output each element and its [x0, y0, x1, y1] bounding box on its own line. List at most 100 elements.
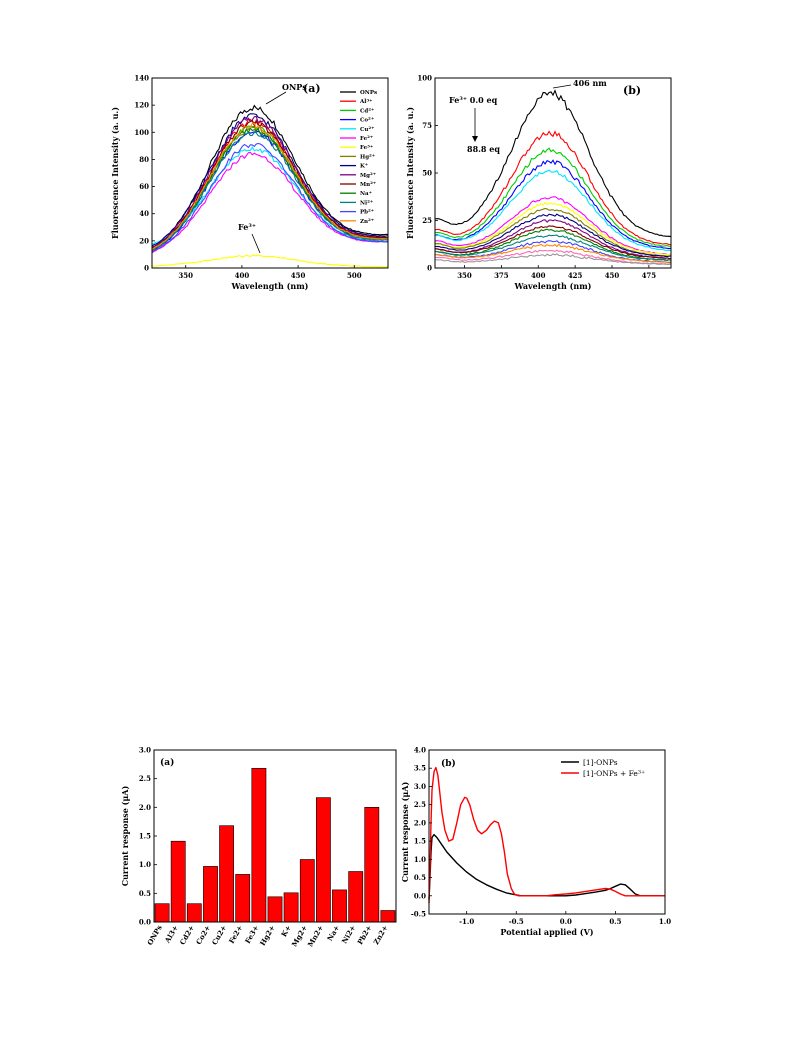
- legend-item: [1]-ONPs: [561, 758, 618, 767]
- y-tick-label: 4.0: [414, 746, 426, 755]
- series-layer: [428, 766, 665, 904]
- legend-item: Ni2+: [340, 198, 373, 206]
- x-tick-label: Cu2+: [210, 923, 229, 946]
- legend-item: Mg2+: [340, 171, 376, 179]
- x-tick-label: 475: [642, 271, 657, 280]
- x-tick-label: 400: [235, 271, 250, 280]
- y-tick-label: 1.0: [414, 855, 426, 864]
- bar: [170, 840, 186, 923]
- legend-label: Hg2+: [360, 152, 375, 160]
- series-line: [428, 766, 665, 904]
- x-tick-label: 500: [347, 271, 362, 280]
- y-axis-label: Current response (μA): [120, 786, 130, 887]
- series-line: [434, 89, 672, 238]
- x-tick-label: ONPs: [145, 923, 164, 946]
- bar: [332, 889, 347, 923]
- bar: [251, 767, 267, 923]
- series-line: [435, 228, 672, 262]
- legend-item: [1]-ONPs + Fe3+: [561, 769, 645, 778]
- legend-label: Na+: [360, 189, 372, 197]
- x-tick-label: 0.0: [560, 917, 572, 926]
- fluorescence-chart-b: 350 375 400 425 450 475 0 25 50 75 100 Wavelength…: [405, 74, 672, 291]
- x-axis-label: Wavelength (nm): [514, 281, 592, 291]
- bar: [316, 797, 331, 923]
- y-tick-label: 2.0: [139, 803, 151, 812]
- legend-item: Na+: [340, 189, 372, 197]
- x-tick-label: -1.0: [459, 917, 474, 926]
- x-tick-label: Hg2+: [258, 923, 277, 947]
- annotation-start: Fe3+ 0.0 eq: [449, 95, 498, 105]
- annotation-peak: 406 nm: [573, 78, 607, 88]
- x-tick-label: Cd2+: [178, 923, 196, 946]
- annotation-fe3: Fe3+: [238, 222, 256, 232]
- bar: [283, 892, 299, 923]
- series-line: [434, 169, 672, 252]
- x-tick-label: 400: [531, 271, 546, 280]
- x-axis-label: Potential applied (V): [500, 927, 593, 937]
- x-ticks: 350 375 400 425 450 475: [457, 265, 656, 280]
- x-axis-label: Wavelength (nm): [231, 281, 309, 291]
- series-line: [434, 243, 672, 263]
- legend-item: Mn2+: [340, 180, 376, 188]
- legend-item: Co2+: [340, 116, 374, 124]
- y-tick-label: 1.5: [414, 837, 426, 846]
- y-ticks: 0 20 40 60 80 100 120 140: [134, 74, 155, 273]
- y-tick-label: 100: [417, 74, 432, 83]
- legend-item: Hg2+: [340, 152, 375, 160]
- legend-label: Mn2+: [360, 180, 376, 188]
- x-tick-label: 0.5: [609, 917, 621, 926]
- y-tick-label: 3.0: [139, 746, 151, 755]
- y-tick-label: 0: [144, 264, 149, 273]
- x-ticks: -1.0 -0.5 0.0 0.5 1.0: [459, 911, 671, 926]
- y-tick-label: 20: [139, 236, 149, 245]
- x-tick-label: Fe2+: [227, 923, 245, 945]
- legend-label: Cd2+: [360, 106, 374, 114]
- y-tick-label: 0.5: [139, 889, 151, 898]
- annotation-arrow-peak: [552, 84, 572, 89]
- annotation-end: 88.8 eq: [467, 144, 500, 154]
- fe3-annotation: Fe3+: [238, 222, 261, 254]
- y-ticks: 0.0 0.5 1.0 1.5 2.0 2.5 3.0: [139, 746, 157, 927]
- panel-label: (a): [160, 757, 174, 768]
- bar: [299, 859, 315, 923]
- y-tick-label: 0: [427, 264, 432, 273]
- x-ticks: 350 400 450 500: [178, 265, 362, 280]
- x-tick-label: K+: [279, 923, 293, 938]
- y-tick-label: 0.0: [139, 918, 151, 927]
- x-tick-label: Zn2+: [371, 923, 389, 946]
- legend-item: Fe2+: [340, 134, 373, 142]
- series-line: [434, 249, 672, 265]
- y-tick-label: 0.5: [414, 873, 426, 882]
- bar: [219, 825, 234, 923]
- annotation-arrow-fe3: [251, 233, 261, 254]
- series-line: [434, 234, 672, 262]
- legend-item: ONPs: [340, 90, 377, 96]
- legend-label: ONPs: [360, 90, 377, 96]
- onps-annotation: ONPs: [265, 82, 307, 105]
- series-line: [151, 104, 389, 250]
- plot-frame: [434, 77, 672, 269]
- x-tick-label: 425: [568, 271, 583, 280]
- legend-label: Al3+: [359, 97, 373, 105]
- current-potential-chart-b: -1.0 -0.5 0.0 0.5 1.0 -0.5 0.0 0.5 1.0 1.5 2.0 2.5…: [400, 746, 671, 938]
- legend-label: Mg2+: [360, 171, 376, 179]
- y-tick-label: 60: [139, 182, 149, 191]
- x-tick-label: 350: [457, 271, 472, 280]
- legend-label: Cu2+: [360, 125, 375, 133]
- legend-label: K+: [360, 162, 368, 170]
- y-tick-label: 1.0: [139, 860, 151, 869]
- series-line: [434, 207, 672, 257]
- x-tick-label: Na+: [325, 923, 341, 942]
- y-tick-label: 100: [134, 128, 149, 137]
- y-tick-label: 25: [422, 216, 432, 225]
- series-line: [434, 213, 672, 258]
- y-tick-label: 120: [134, 101, 149, 110]
- legend-label: Fe3+: [360, 143, 373, 151]
- legend-item: Al3+: [340, 97, 373, 105]
- plot-area: 350 375 400 425 450 475 0 25 50 75 100: [417, 74, 672, 280]
- legend-label: [1]-ONPs: [583, 758, 618, 767]
- y-tick-label: 50: [422, 169, 432, 178]
